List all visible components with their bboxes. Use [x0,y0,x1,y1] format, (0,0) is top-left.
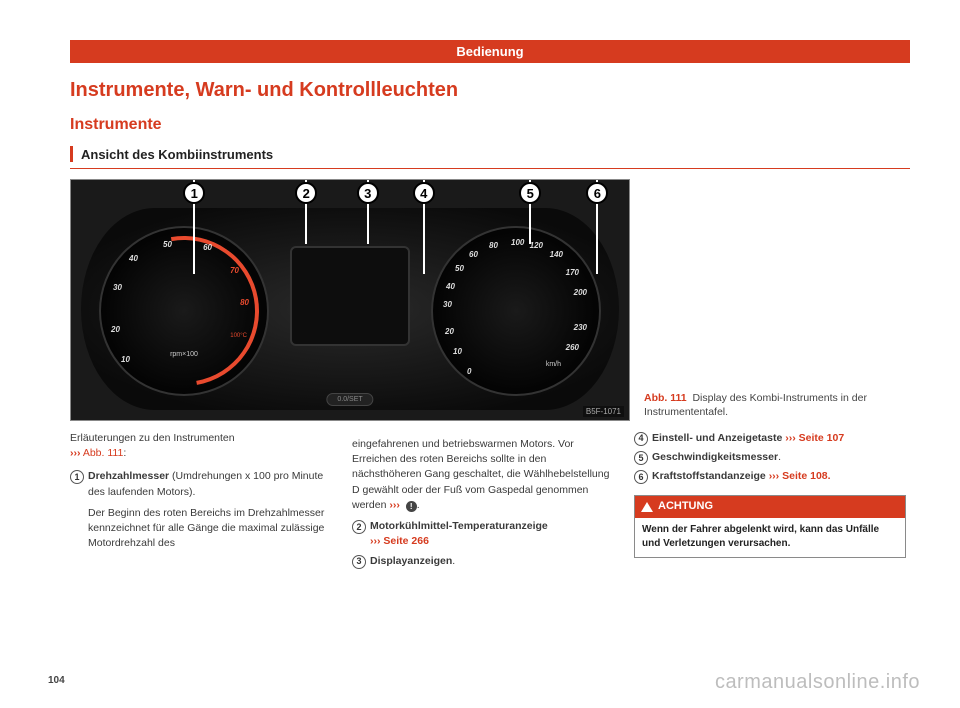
subsection-title: Instrumente [70,116,910,134]
section-header: Bedienung [70,40,910,63]
item2-label: Motorkühlmittel-Temperaturanzeige [370,520,548,532]
tach-tick: 10 [121,355,130,364]
tach-tick: 50 [163,240,172,249]
col2-chev: ››› [389,499,400,511]
set-button-label: 0.0/SET [326,393,373,406]
tach-redline-arc [80,207,289,416]
spd-tick: 40 [446,282,455,291]
item3-dot: . [452,555,455,567]
tach-tick: 40 [129,254,138,263]
speedometer-gauge: 0 10 20 30 40 50 60 80 100 120 140 170 2… [431,226,601,396]
page-title: Instrumente, Warn- und Kontrollleuchten [70,79,910,102]
spd-tick: 260 [566,343,579,352]
spd-tick: 0 [467,367,471,376]
col2-dot: . [417,499,420,511]
item-badge-3: 3 [352,555,366,569]
callout-badge: 6 [586,182,608,204]
intro-line: Erläuterungen zu den Instrumenten [70,431,330,446]
spd-tick: 230 [574,323,587,332]
spd-tick: 120 [530,241,543,250]
tachometer-gauge: 10 20 30 40 50 60 70 80 rpm×100 100°C [99,226,269,396]
item5-dot: . [778,451,781,463]
spd-unit: km/h [546,361,561,368]
spd-tick: 80 [489,241,498,250]
tach-tick: 30 [113,283,122,292]
figure-heading-text: Ansicht des Kombiinstruments [81,147,273,162]
figure-caption-prefix: Abb. 111 [644,392,687,404]
item1-para2: Der Beginn des roten Bereichs im Drehzah… [88,506,330,552]
callout-badge: 2 [295,182,317,204]
figure-id-tag: B5F-1071 [583,406,624,417]
spd-tick: 20 [445,327,454,336]
ref-chevrons: ››› [70,447,81,459]
heading-accent-bar [70,146,73,162]
spd-tick: 100 [511,238,524,247]
tach-tick: 70 [230,266,239,275]
item1-label: Drehzahlmesser [88,470,169,482]
callout-badge: 4 [413,182,435,204]
tach-tick: 20 [111,325,120,334]
item-badge-5: 5 [634,451,648,465]
item-badge-4: 4 [634,432,648,446]
figure-caption: Abb. 111 Display des Kombi-Instruments i… [644,391,894,421]
text-column-2: eingefahrenen und betriebswarmen Motors.… [352,431,612,573]
spd-tick: 10 [453,347,462,356]
spd-tick: 60 [469,250,478,259]
instrument-cluster-figure: 10 20 30 40 50 60 70 80 rpm×100 100°C 0 … [70,179,630,421]
item4-label: Einstell- und Anzeigetaste [652,432,782,444]
spd-tick: 170 [566,268,579,277]
callout-badge: 1 [183,182,205,204]
tach-tick: 60 [203,243,212,252]
tach-tick: 80 [240,298,249,307]
spd-tick: 50 [455,264,464,273]
callout-badge: 3 [357,182,379,204]
spd-tick: 140 [550,250,563,259]
item2-ref: ››› Seite 266 [370,535,429,547]
text-column-3: 4 Einstell- und Anzeigetaste ››› Seite 1… [634,431,906,573]
item6-ref: ››› Seite 108. [769,470,831,482]
warning-triangle-icon [641,502,653,512]
text-column-1: Erläuterungen zu den Instrumenten ››› Ab… [70,431,330,573]
tach-unit: rpm×100 [170,351,198,358]
page-number: 104 [48,675,65,686]
spd-tick: 200 [574,288,587,297]
item5-label: Geschwindigkeitsmesser [652,451,778,463]
tach-redline-label: 100°C [230,333,247,339]
item-badge-6: 6 [634,470,648,484]
item4-ref: ››› Seite 107 [785,432,844,444]
center-display [290,246,410,346]
figure-heading: Ansicht des Kombiinstruments [70,146,910,162]
warning-body: Wenn der Fahrer abgelenkt wird, kann das… [635,518,905,557]
ref-colon: : [123,447,126,459]
dashboard-shape: 10 20 30 40 50 60 70 80 rpm×100 100°C 0 … [81,208,619,410]
divider [70,168,910,169]
info-icon: ! [406,501,417,512]
warning-box: ACHTUNG Wenn der Fahrer abgelenkt wird, … [634,495,906,558]
item-badge-1: 1 [70,470,84,484]
warning-title: ACHTUNG [658,499,713,515]
item6-label: Kraftstoffstandanzeige [652,470,766,482]
callout-badge: 5 [519,182,541,204]
warning-header: ACHTUNG [635,496,905,518]
item-badge-2: 2 [352,520,366,534]
item3-label: Displayanzeigen [370,555,452,567]
ref-abb: Abb. 111 [83,447,123,459]
watermark: carmanualsonline.info [715,671,920,694]
spd-tick: 30 [443,300,452,309]
